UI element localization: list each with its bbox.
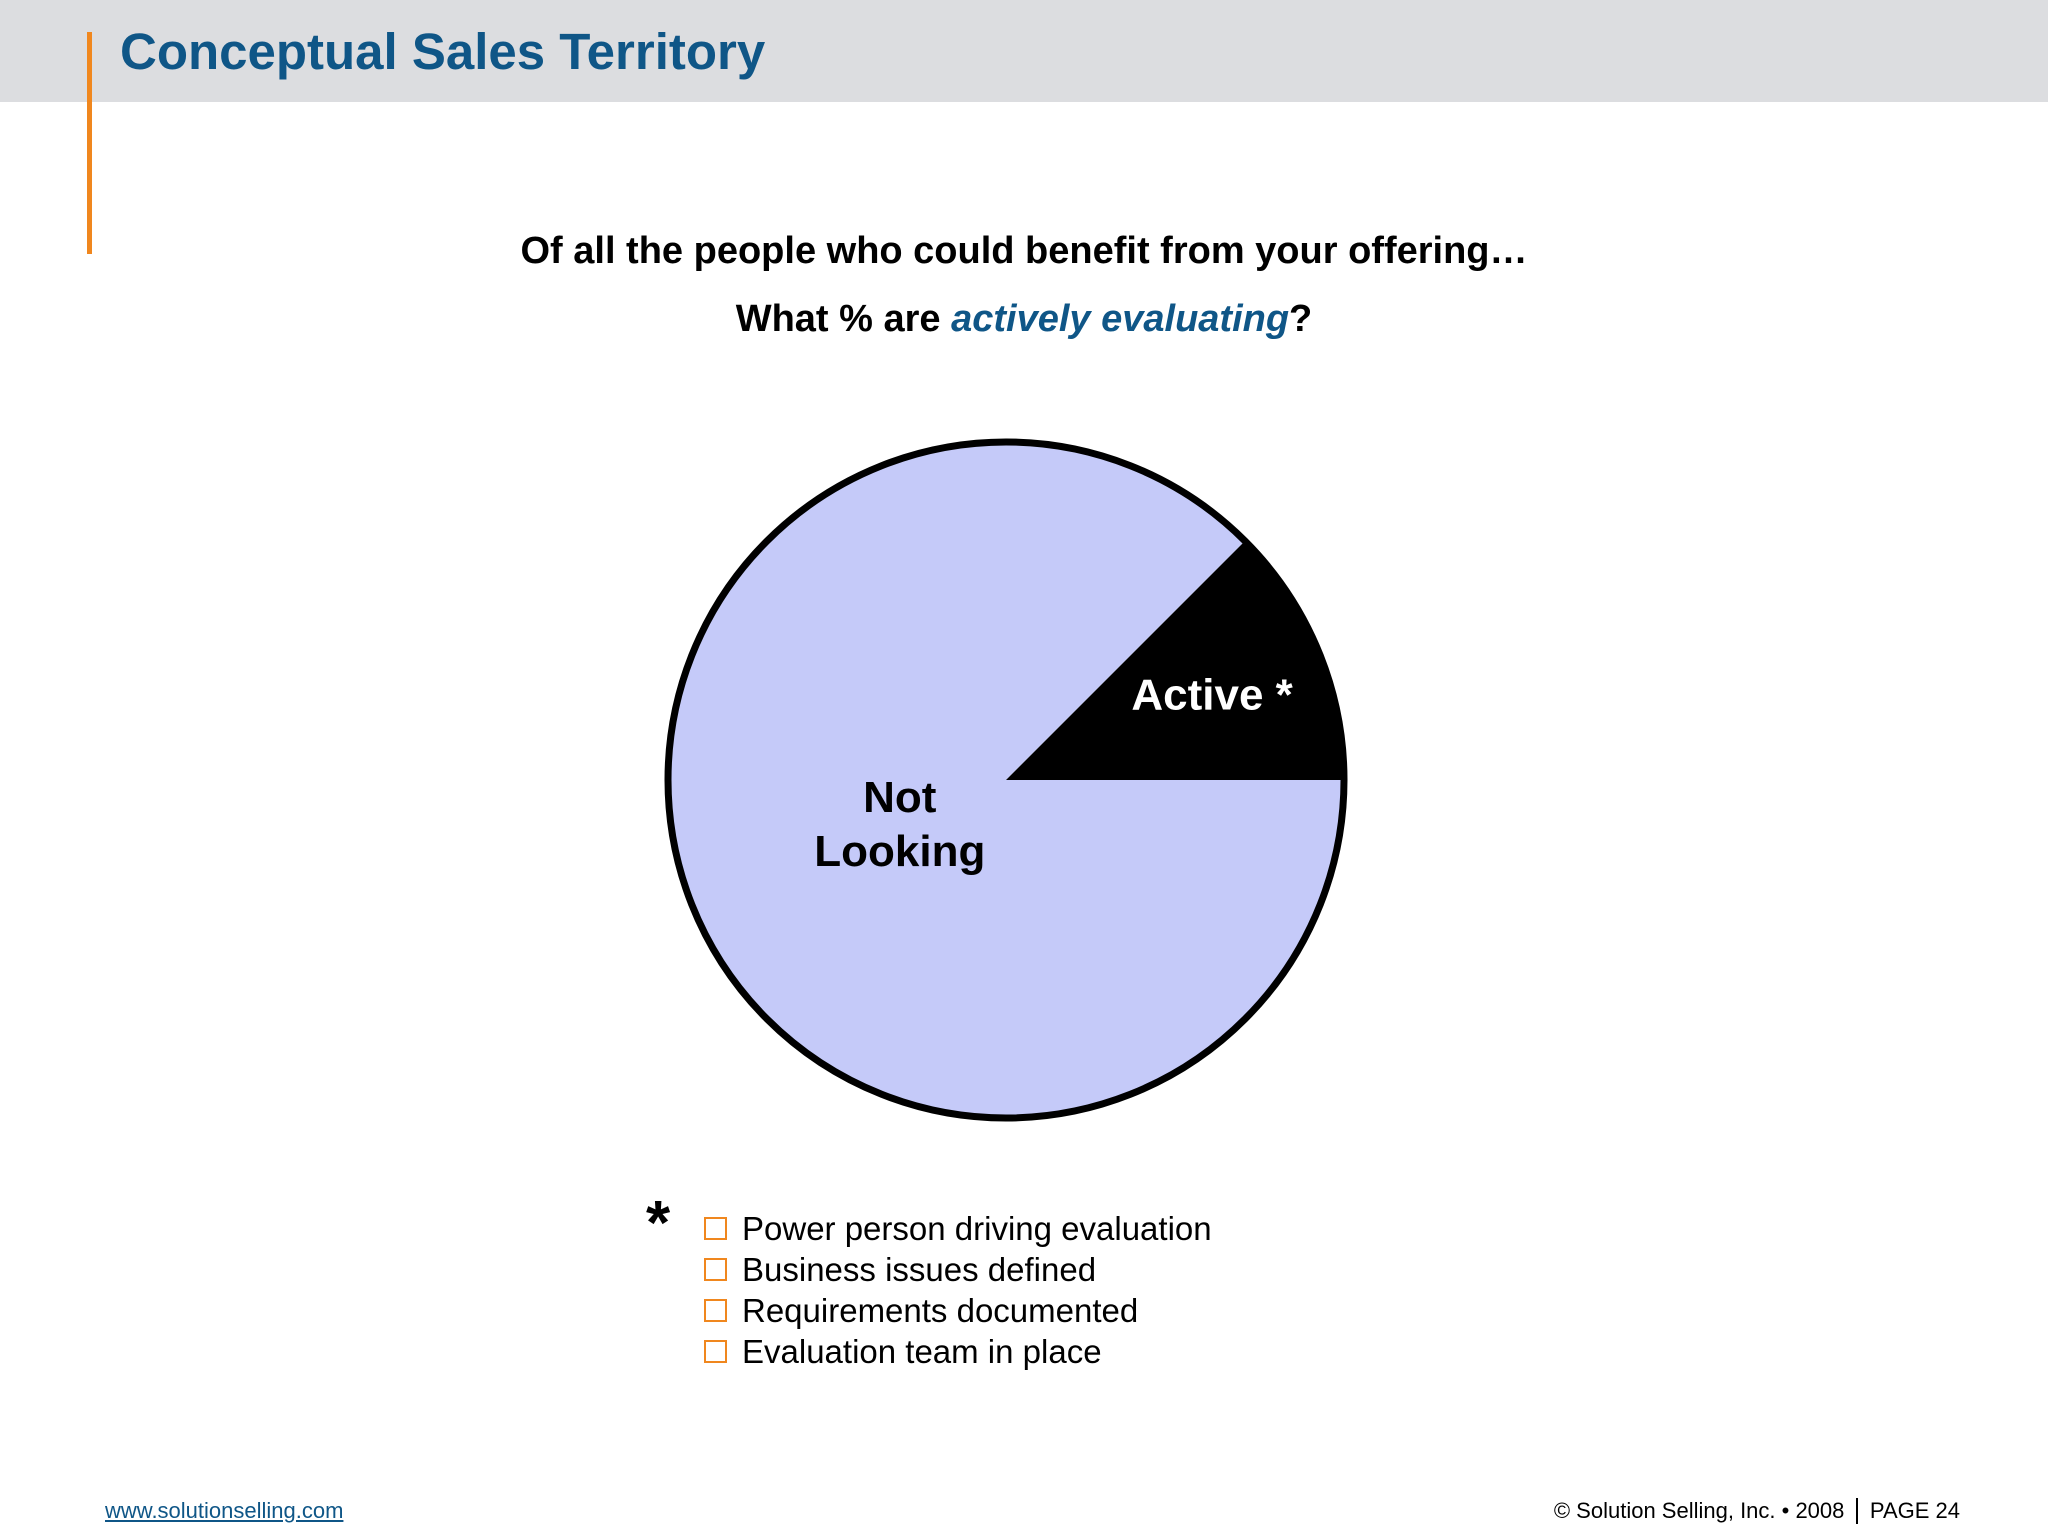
criteria-item: Power person driving evaluation xyxy=(704,1208,1212,1249)
pie-label-line: Active * xyxy=(1131,671,1293,720)
question-line-1: Of all the people who could benefit from… xyxy=(520,230,1528,272)
question-emphasis: actively evaluating xyxy=(951,298,1290,340)
footer-copyright: © Solution Selling, Inc. • 2008 xyxy=(1553,1498,1845,1523)
criteria-item-label: Business issues defined xyxy=(742,1250,1097,1288)
question-line-2: What % are actively evaluating? xyxy=(0,298,2048,341)
question-suffix: ? xyxy=(1289,298,1313,340)
footer-separator xyxy=(1856,1498,1858,1524)
checkbox-icon[interactable] xyxy=(704,1217,727,1240)
accent-bar xyxy=(87,32,92,254)
pie-slice-label: Not Looking xyxy=(814,773,985,876)
criteria-list: Power person driving evaluation Business … xyxy=(704,1208,1212,1372)
footer-right: © Solution Selling, Inc. • 2008 PAGE 24 xyxy=(1554,1498,1960,1524)
footer-page-number: PAGE 24 xyxy=(1869,1498,1960,1523)
slide-title: Conceptual Sales Territory xyxy=(120,23,766,80)
criteria-item-label: Evaluation team in place xyxy=(742,1332,1102,1370)
header-band xyxy=(0,0,2048,102)
pie-slice xyxy=(1006,540,1344,780)
checkbox-icon[interactable] xyxy=(704,1299,727,1322)
question-prefix: What % are xyxy=(735,298,952,340)
footer-website-link[interactable]: www.solutionselling.com xyxy=(105,1498,344,1523)
pie-label-line: Not xyxy=(863,773,937,822)
criteria-item-label: Requirements documented xyxy=(742,1291,1139,1329)
criteria-item-label: Power person driving evaluation xyxy=(742,1209,1212,1247)
pie-label-line: Looking xyxy=(814,827,985,876)
criteria-item: Requirements documented xyxy=(704,1290,1212,1331)
pie-border xyxy=(664,438,1348,1122)
checkbox-icon[interactable] xyxy=(704,1258,727,1281)
pie-slice-label: Active * xyxy=(1131,671,1293,720)
criteria-item: Business issues defined xyxy=(704,1249,1212,1290)
criteria-asterisk: * xyxy=(646,1189,671,1258)
criteria-item: Evaluation team in place xyxy=(704,1331,1212,1372)
checkbox-icon[interactable] xyxy=(704,1340,727,1363)
